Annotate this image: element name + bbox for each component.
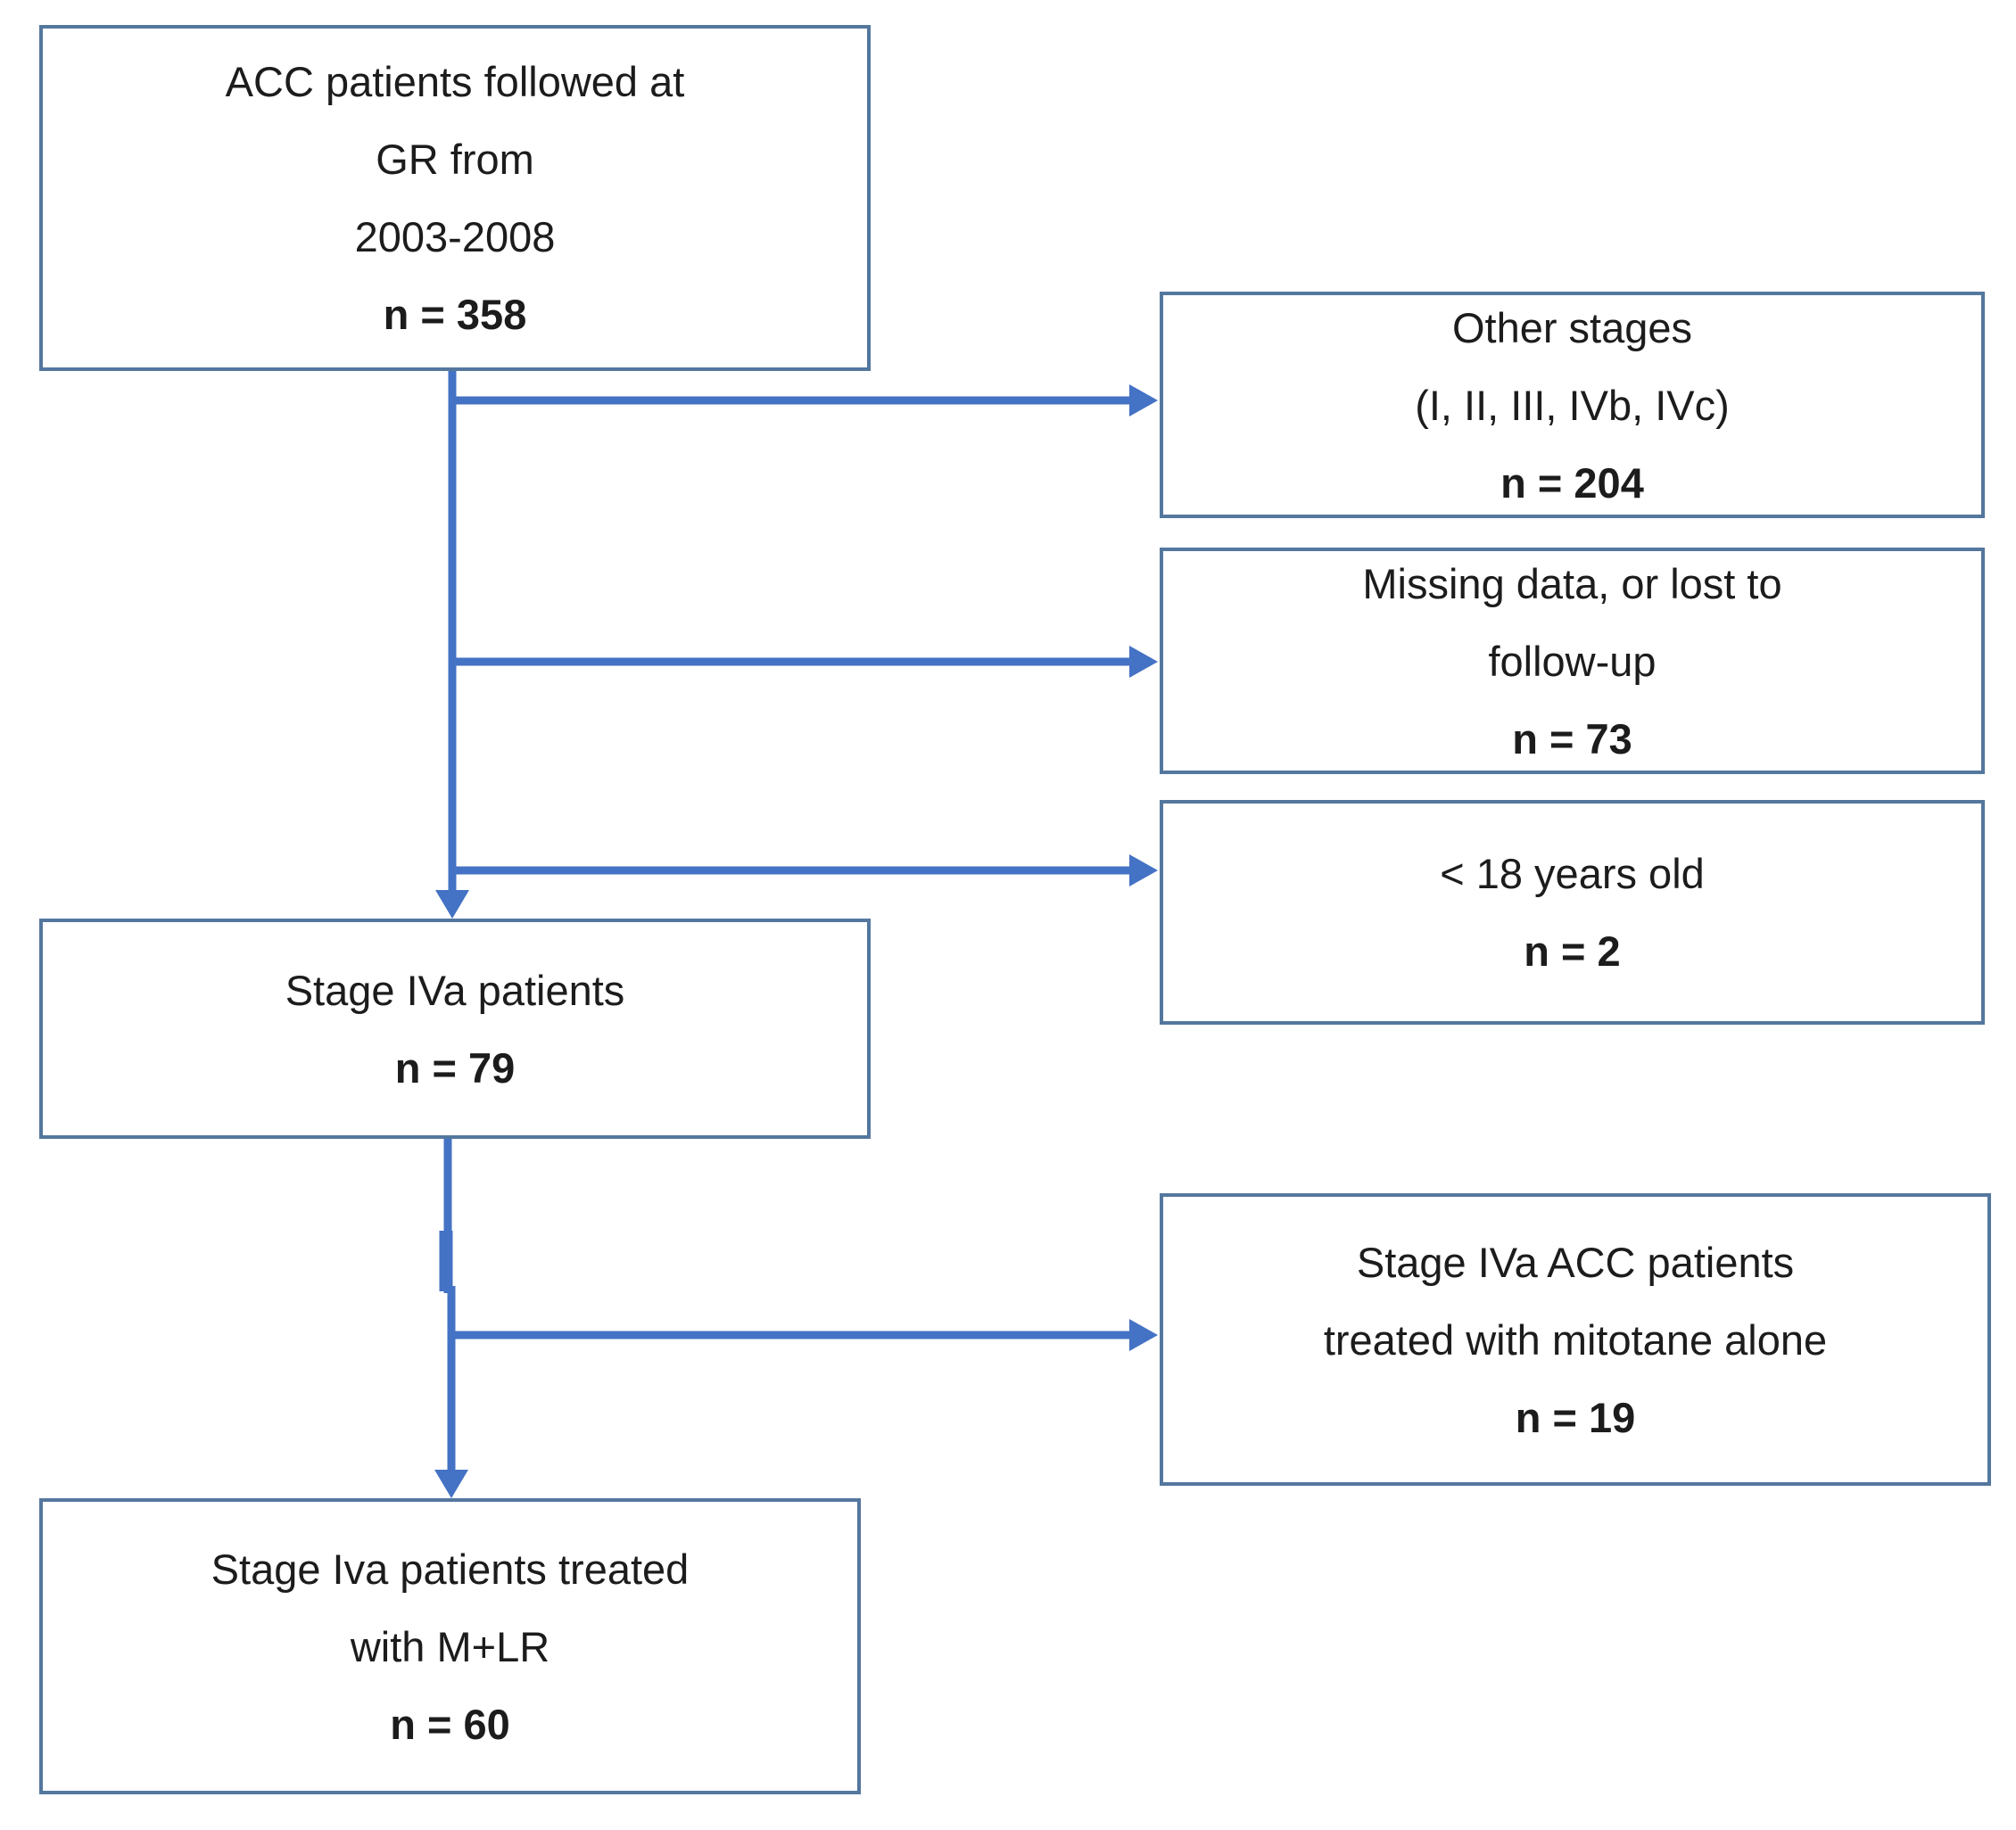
down-arrowhead-stage-iva [435, 890, 469, 919]
box-m-plus-lr-cohort: Stage Iva patients treated with M+LR n =… [39, 1498, 861, 1794]
box-excluded-other-stages: Other stages (I, II, III, IVb, IVc) n = … [1160, 292, 1985, 518]
box-text-line: Missing data, or lost to [1362, 559, 1782, 607]
right-arrowhead-mitotane-alone [1129, 1319, 1158, 1351]
box-count: n = 73 [1512, 714, 1632, 762]
box-count: n = 19 [1515, 1393, 1636, 1441]
box-count: n = 204 [1500, 458, 1644, 507]
box-text-line: treated with mitotane alone [1323, 1315, 1828, 1364]
box-count: n = 2 [1524, 927, 1621, 975]
box-text-line: Other stages [1451, 303, 1693, 351]
down-arrowhead-m-plus-lr [434, 1470, 468, 1498]
box-text-line: Stage IVa ACC patients [1356, 1238, 1795, 1286]
box-text-line: ACC patients followed at [225, 58, 685, 105]
right-arrowhead-under-18 [1129, 854, 1158, 886]
box-text-line: Stage IVa patients [285, 966, 625, 1014]
box-count: n = 79 [394, 1043, 516, 1092]
box-text-line: < 18 years old [1440, 850, 1705, 897]
box-text-line: 2003-2008 [354, 213, 556, 260]
box-text-line: Stage Iva patients treated [211, 1545, 690, 1593]
box-text-line: GR from [376, 136, 534, 183]
box-excluded-under-18: < 18 years old n = 2 [1160, 800, 1985, 1025]
box-stage-iva-patients: Stage IVa patients n = 79 [39, 919, 871, 1139]
box-text-line: with M+LR [350, 1622, 550, 1670]
box-count: n = 358 [383, 291, 527, 338]
box-text-line: (I, II, III, IVb, IVc) [1415, 381, 1730, 429]
right-arrowhead-missing-data [1129, 646, 1158, 678]
box-excluded-missing-data: Missing data, or lost to follow-up n = 7… [1160, 548, 1985, 774]
box-excluded-mitotane-alone: Stage IVa ACC patients treated with mito… [1160, 1193, 1991, 1486]
box-text-line: follow-up [1488, 637, 1657, 685]
box-count: n = 60 [390, 1700, 510, 1748]
box-acc-patients-source: ACC patients followed at GR from 2003-20… [39, 25, 871, 371]
right-arrowhead-other-stages [1129, 384, 1158, 416]
